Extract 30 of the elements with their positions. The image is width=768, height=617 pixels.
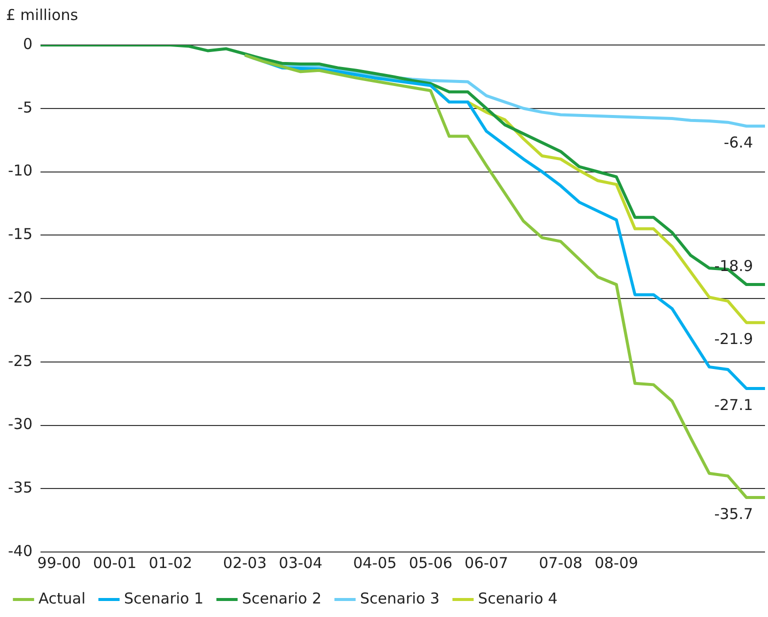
y-tick-label: -10 <box>8 162 32 180</box>
y-tick-label: -5 <box>18 98 32 116</box>
x-tick-label: 04-05 <box>353 554 397 572</box>
annotation: -18.9 <box>714 256 753 275</box>
x-tick-label: 03-04 <box>278 554 322 572</box>
legend-label: Scenario 4 <box>478 589 558 608</box>
y-tick-label: -20 <box>8 288 32 306</box>
y-tick-label: -15 <box>8 225 32 244</box>
legend-label: Scenario 1 <box>124 589 204 608</box>
annotation: -21.9 <box>714 330 753 348</box>
y-tick-label: -30 <box>8 415 32 434</box>
x-tick-label: 08-09 <box>594 554 638 572</box>
x-tick-label: 07-08 <box>538 554 582 572</box>
x-tick-label: 01-02 <box>148 554 192 572</box>
x-tick-label: 00-01 <box>93 554 137 572</box>
x-tick-label: 99-00 <box>37 554 81 572</box>
x-tick-label: 02-03 <box>223 554 267 572</box>
y-tick-label: 0 <box>22 34 32 53</box>
y-tick-label: -25 <box>8 352 32 370</box>
y-tick-label: -35 <box>8 478 32 497</box>
x-tick-label: 05-06 <box>408 554 452 572</box>
y-tick-label: -40 <box>8 542 32 560</box>
legend-label: Actual <box>38 589 86 608</box>
annotation: -35.7 <box>714 504 753 523</box>
annotation: -27.1 <box>714 396 753 414</box>
y-axis-title: £ millions <box>6 6 78 24</box>
legend-label: Scenario 2 <box>242 589 322 608</box>
x-tick-label: 06-07 <box>464 554 508 572</box>
annotation: -6.4 <box>724 134 753 152</box>
legend-label: Scenario 3 <box>360 589 440 608</box>
